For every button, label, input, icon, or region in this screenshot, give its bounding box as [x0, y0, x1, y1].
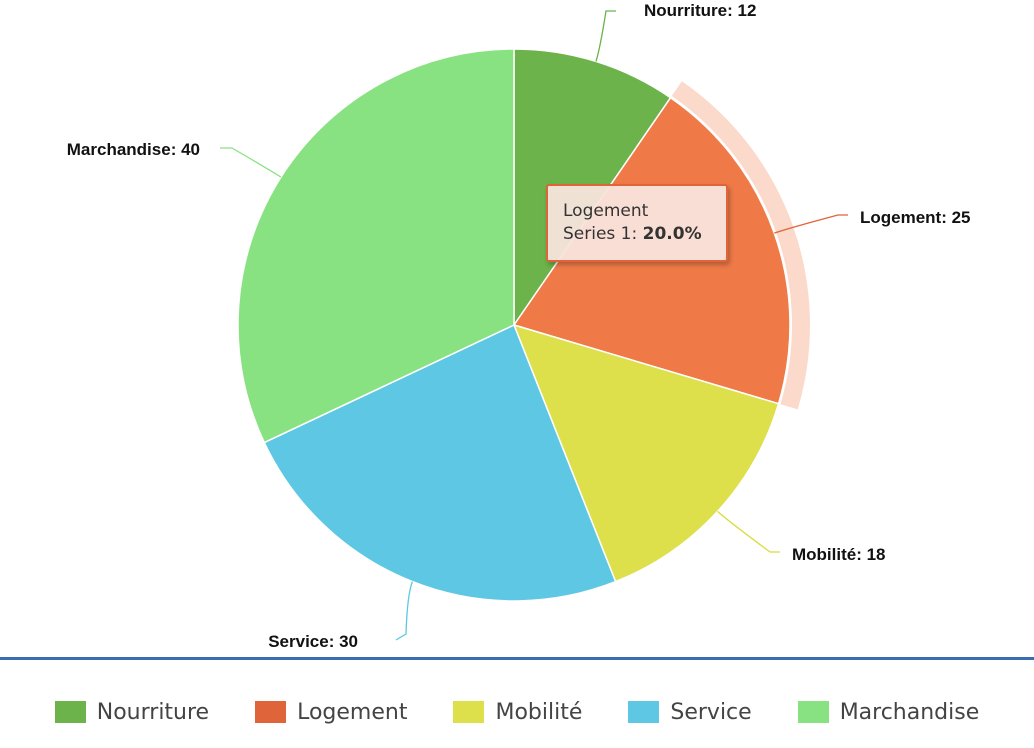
legend-item-logement[interactable]: Logement — [255, 700, 407, 725]
legend-label: Service — [670, 699, 752, 725]
connector-line — [717, 510, 780, 553]
connector-line — [220, 147, 282, 178]
pie-chart-svg: Nourriture: 12 Logement: 25 Mobilité: 18 Se… — [67, 1, 971, 651]
legend-item-mobilite[interactable]: Mobilité — [453, 700, 582, 725]
data-label: Marchandise: 40 — [67, 140, 200, 159]
connector-line — [595, 10, 616, 62]
data-label: Logement: 25 — [860, 208, 971, 227]
legend-swatch — [628, 701, 660, 723]
legend-label: Nourriture — [96, 699, 210, 725]
tooltip-value-line: Series 1: 20.0% — [563, 223, 726, 246]
tooltip-category: Logement — [563, 201, 649, 221]
legend-divider — [0, 657, 1034, 660]
pie-chart: Nourriture: 12 Logement: 25 Mobilité: 18 Se… — [67, 1, 971, 651]
legend-swatch — [797, 701, 829, 723]
tooltip: Logement Series 1: 20.0% — [546, 184, 728, 262]
legend-item-marchandise[interactable]: Marchandise — [797, 699, 980, 725]
legend-label: Mobilité — [495, 699, 583, 725]
data-label: Service: 30 — [268, 632, 358, 651]
legend-item-nourriture[interactable]: Nourriture — [54, 699, 210, 725]
legend: Nourriture Logement Mobilité Service Mar… — [0, 690, 1034, 734]
legend-swatch — [453, 701, 485, 723]
tooltip-percent: 20.0% — [642, 224, 702, 244]
pie-slice-mobilite[interactable] — [513, 324, 780, 583]
connector-line — [395, 581, 414, 641]
tooltip-series-label: Series 1: — [563, 224, 643, 244]
data-label: Nourriture: 12 — [644, 1, 756, 20]
data-label: Mobilité: 18 — [792, 545, 886, 564]
legend-label: Logement — [297, 699, 408, 725]
highlight-halo — [671, 81, 810, 410]
legend-label: Marchandise — [839, 699, 980, 725]
legend-swatch — [255, 701, 287, 723]
pie-slice-service[interactable] — [263, 324, 617, 602]
connector-line — [774, 214, 848, 234]
pie-slice-marchandise[interactable] — [237, 48, 515, 444]
legend-swatch — [54, 701, 86, 723]
legend-item-service[interactable]: Service — [628, 699, 752, 725]
